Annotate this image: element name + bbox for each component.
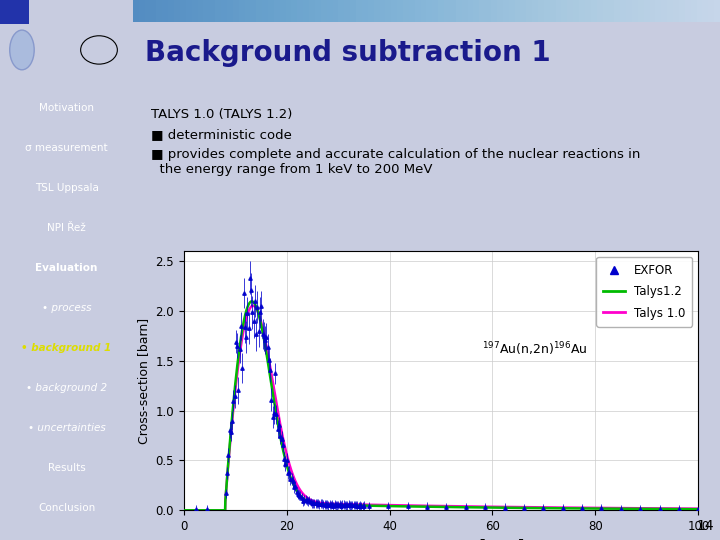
Talys1.2 [238, 326, 247, 333]
Talys 1.0 [377, 502, 385, 508]
Text: 14: 14 [696, 519, 714, 534]
Line: Talys 1.0: Talys 1.0 [184, 306, 698, 510]
Text: ■ provides complete and accurate calculation of the nuclear reactions in
  the e: ■ provides complete and accurate calcula… [150, 148, 640, 176]
Text: Background subtraction 1: Background subtraction 1 [145, 39, 551, 68]
Text: • uncertainties: • uncertainties [28, 423, 105, 433]
Talys1.2 [377, 503, 385, 509]
Talys1.2 [248, 298, 256, 305]
Talys1.2 [684, 506, 693, 512]
Talys 1.0 [269, 381, 277, 387]
Text: • background 1: • background 1 [22, 343, 112, 353]
Talys 1.0 [238, 334, 247, 341]
Text: NPI Řež: NPI Řež [48, 223, 86, 233]
Talys1.2 [399, 503, 408, 510]
Legend: EXFOR, Talys1.2, Talys 1.0: EXFOR, Talys1.2, Talys 1.0 [596, 257, 693, 327]
Text: σ measurement: σ measurement [25, 143, 108, 153]
Text: ■ deterministic code: ■ deterministic code [150, 128, 292, 141]
Talys1.2 [694, 506, 703, 512]
Text: Evaluation: Evaluation [35, 263, 98, 273]
Text: $^{197}$Au(n,2n)$^{196}$Au: $^{197}$Au(n,2n)$^{196}$Au [482, 341, 588, 359]
Text: • process: • process [42, 303, 91, 313]
Bar [0, 0, 30, 24]
Talys 1.0 [179, 507, 188, 514]
Talys1.2 [629, 505, 637, 512]
Text: Conclusion: Conclusion [38, 503, 95, 512]
X-axis label: Neutron energy [MeV]: Neutron energy [MeV] [357, 538, 525, 540]
Talys 1.0 [248, 302, 257, 309]
Talys 1.0 [694, 505, 703, 512]
Talys 1.0 [399, 502, 408, 509]
Text: Motivation: Motivation [39, 103, 94, 113]
Text: • background 2: • background 2 [26, 383, 107, 393]
Y-axis label: Cross-section [barn]: Cross-section [barn] [137, 318, 150, 444]
Talys 1.0 [684, 505, 693, 512]
Text: Results: Results [48, 463, 86, 472]
Talys1.2 [179, 507, 188, 514]
Talys1.2 [269, 392, 277, 398]
Text: TALYS 1.0 (TALYS 1.2): TALYS 1.0 (TALYS 1.2) [150, 108, 292, 122]
Text: TSL Uppsala: TSL Uppsala [35, 183, 99, 193]
Talys 1.0 [629, 505, 637, 511]
Line: Talys1.2: Talys1.2 [184, 301, 698, 510]
Ellipse shape [10, 30, 35, 70]
